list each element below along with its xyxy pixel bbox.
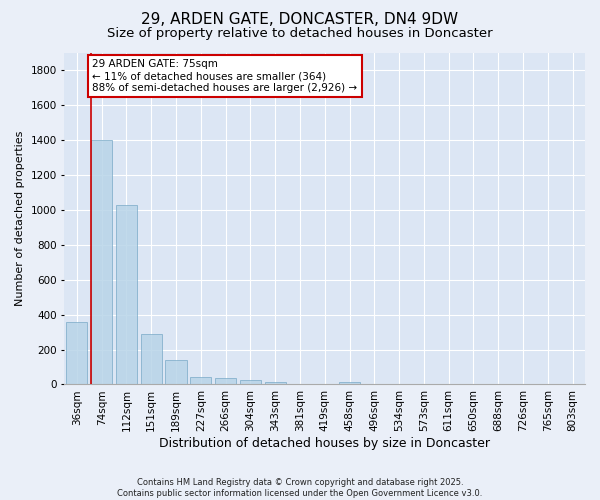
Bar bbox=[140, 334, 162, 384]
X-axis label: Distribution of detached houses by size in Doncaster: Distribution of detached houses by size … bbox=[159, 437, 490, 450]
Bar bbox=[240, 380, 261, 384]
Bar bbox=[166, 360, 187, 384]
Bar bbox=[190, 378, 211, 384]
Bar bbox=[339, 382, 360, 384]
Text: Contains HM Land Registry data © Crown copyright and database right 2025.
Contai: Contains HM Land Registry data © Crown c… bbox=[118, 478, 482, 498]
Bar bbox=[67, 322, 88, 384]
Text: 29 ARDEN GATE: 75sqm
← 11% of detached houses are smaller (364)
88% of semi-deta: 29 ARDEN GATE: 75sqm ← 11% of detached h… bbox=[92, 60, 358, 92]
Bar bbox=[116, 204, 137, 384]
Text: Size of property relative to detached houses in Doncaster: Size of property relative to detached ho… bbox=[107, 28, 493, 40]
Bar bbox=[91, 140, 112, 384]
Text: 29, ARDEN GATE, DONCASTER, DN4 9DW: 29, ARDEN GATE, DONCASTER, DN4 9DW bbox=[142, 12, 458, 28]
Y-axis label: Number of detached properties: Number of detached properties bbox=[15, 131, 25, 306]
Bar bbox=[215, 378, 236, 384]
Bar bbox=[265, 382, 286, 384]
